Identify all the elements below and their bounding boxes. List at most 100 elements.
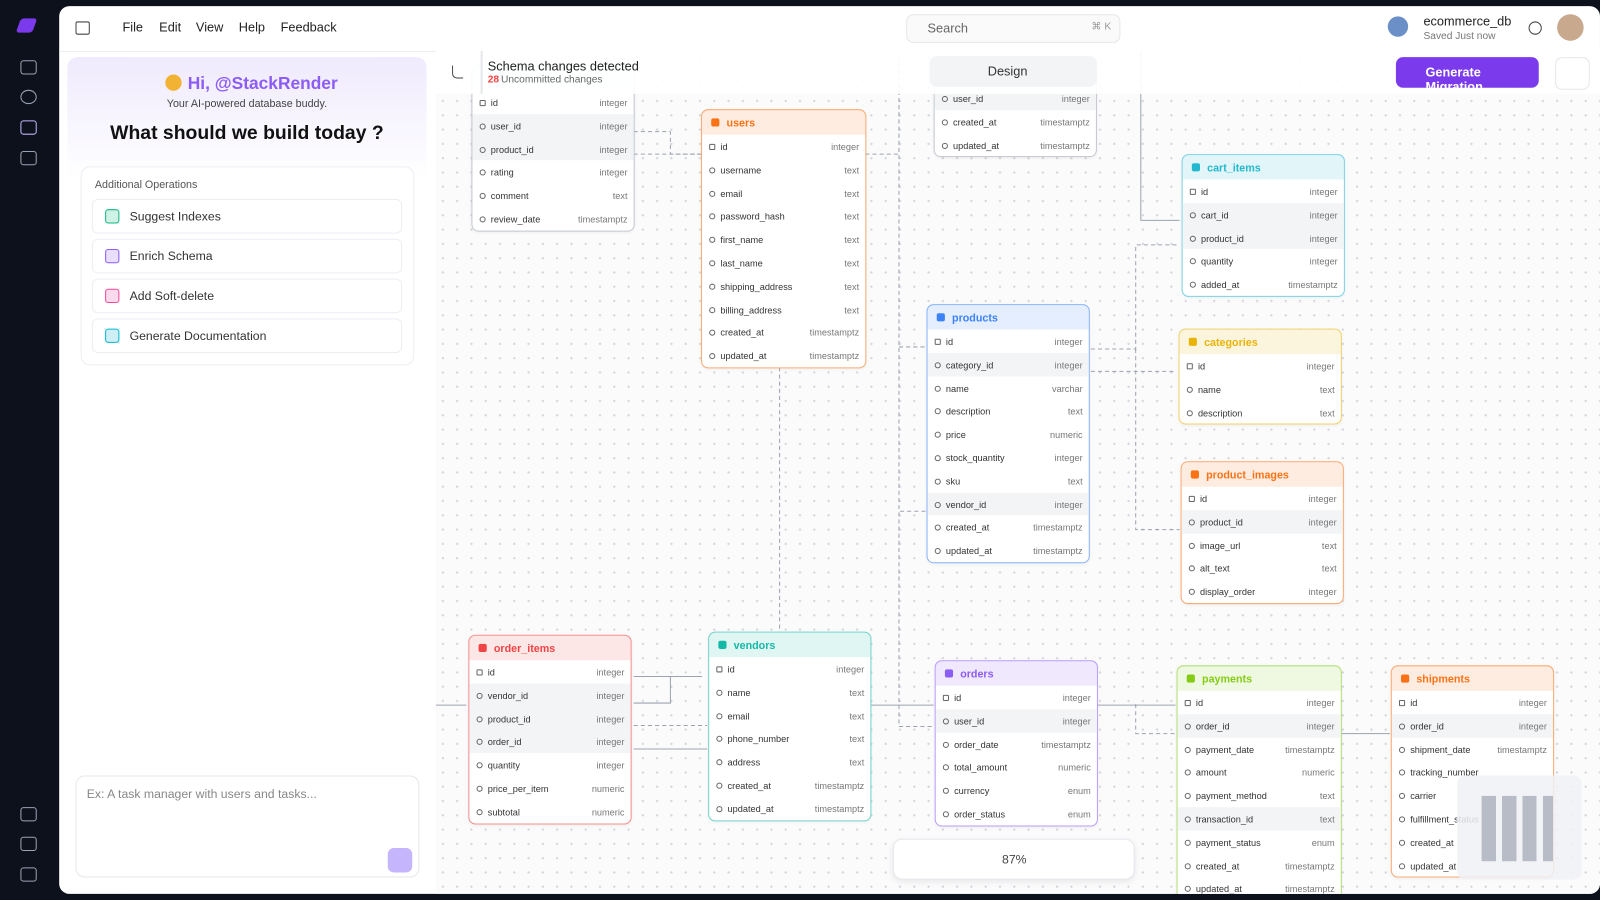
table-card[interactable]: product_images id integer product_id integer… [1180, 461, 1344, 605]
field-row: payment_status enum [1178, 830, 1341, 853]
field-row: user_id integer [935, 708, 1097, 733]
field-icon [934, 455, 941, 462]
field-icon [1184, 816, 1191, 823]
field-name: created_at [1195, 860, 1240, 871]
field-row: order_status enum [936, 802, 1097, 825]
table-name: users [726, 117, 756, 130]
menu-item[interactable]: View [195, 20, 224, 35]
table-card[interactable]: order_items id integer vendor_id integer prod… [468, 634, 632, 825]
divider [480, 51, 483, 94]
field-icon [716, 736, 723, 743]
table-header: order_items [469, 635, 631, 661]
field-icon [1398, 862, 1406, 869]
menu-item[interactable]: Feedback [280, 20, 337, 35]
operation-label: Generate Documentation [129, 328, 267, 343]
table-card[interactable]: orders id integer user_id integer order_date t… [934, 660, 1098, 827]
field-icon [479, 146, 486, 153]
table-card[interactable]: products id integer category_id integer name v… [926, 304, 1090, 564]
menu-item[interactable]: Edit [159, 20, 182, 35]
operation-button[interactable]: Enrich Schema [91, 238, 403, 274]
field-icon [1398, 816, 1406, 823]
field-row: name varchar [928, 376, 1089, 399]
field-icon [479, 123, 486, 130]
table-header: payments [1177, 666, 1341, 691]
field-icon [1184, 699, 1191, 707]
field-type: timestamptz [1033, 522, 1083, 534]
field-name: username [720, 165, 762, 176]
operation-button[interactable]: Generate Documentation [91, 318, 403, 354]
field-type: numeric [1302, 767, 1335, 778]
field-name: product_id [1199, 517, 1243, 528]
field-row: email text [702, 181, 865, 204]
field-type: timestamptz [814, 803, 865, 815]
sidebar-toggle[interactable] [75, 21, 90, 35]
table-card[interactable]: payments id integer order_id integer payment_… [1176, 665, 1342, 894]
field-row: billing_address text [702, 298, 865, 321]
table-card[interactable]: categories id integer name text description te… [1178, 328, 1342, 425]
theme-toggle[interactable] [1528, 21, 1542, 35]
field-icon [716, 689, 723, 696]
operations: Additional Operations Suggest Indexes Enr… [80, 166, 415, 366]
field-name: id [1199, 493, 1208, 505]
field-row: email text [709, 704, 870, 727]
menu-item[interactable]: Help [238, 20, 266, 35]
operation-button[interactable]: Suggest Indexes [91, 198, 403, 234]
field-name: id [720, 141, 728, 153]
design-toggle[interactable]: Design [929, 56, 1097, 87]
avatar[interactable] [1557, 14, 1584, 41]
nav-icon[interactable] [20, 867, 37, 882]
field-type: text [1321, 563, 1337, 574]
field-row: last_name text [702, 251, 865, 274]
operation-button[interactable]: Add Soft-delete [91, 278, 403, 314]
sidebar [0, 0, 60, 900]
nav-icon[interactable] [20, 120, 37, 135]
table-icon [1190, 470, 1199, 479]
field-icon [934, 362, 941, 369]
field-row: id integer [469, 660, 630, 683]
operation-label: Add Soft-delete [129, 288, 215, 304]
nav-icon[interactable] [20, 151, 37, 166]
field-icon [479, 193, 486, 200]
field-icon [941, 119, 948, 126]
nav-icon[interactable] [20, 836, 37, 852]
relation-line [633, 676, 671, 704]
field-icon [1186, 409, 1193, 416]
field-type: enum [1067, 785, 1091, 797]
field-name: created_at [1410, 837, 1454, 848]
field-icon [476, 785, 483, 792]
search-box[interactable]: Search ⌘ K [906, 14, 1121, 43]
logo [15, 18, 38, 33]
operation-icon [105, 248, 120, 264]
field-type: timestamptz [1288, 279, 1338, 290]
collapse-button[interactable] [1555, 57, 1590, 90]
field-type: integer [1308, 586, 1337, 598]
field-type: integer [1062, 692, 1091, 704]
prompt-input[interactable]: Ex: A task manager with users and tasks.… [75, 775, 420, 878]
field-icon [1188, 542, 1195, 549]
field-icon [1398, 839, 1406, 846]
field-type: integer [1309, 233, 1338, 244]
db-status: Saved Just now [1423, 30, 1496, 42]
field-icon [1188, 519, 1195, 526]
field-row: amount numeric [1178, 761, 1341, 784]
field-icon [1188, 495, 1195, 503]
nav-icon[interactable] [20, 60, 37, 75]
table-header: shipments [1391, 666, 1554, 691]
table-icon [711, 118, 720, 127]
changes-banner: Schema changes detected 28 Uncommitted c… [435, 51, 1600, 94]
nav-icon[interactable] [20, 89, 37, 105]
table-header: products [927, 305, 1089, 330]
field-name: id [727, 664, 735, 675]
table-card[interactable]: vendors id integer name text email text phone_n… [708, 631, 872, 821]
menu-item[interactable]: File [122, 20, 144, 35]
generate-migration[interactable]: Generate Migration [1395, 57, 1539, 94]
nav-icon[interactable] [20, 807, 37, 822]
send-button[interactable] [387, 847, 413, 873]
field-type: timestamptz [809, 327, 860, 339]
field-name: order_id [1195, 721, 1230, 732]
field-icon [476, 762, 483, 769]
field-row: added_at timestamptz [1183, 273, 1344, 296]
field-row: vendor_id integer [927, 492, 1089, 516]
table-card[interactable]: cart_items id integer cart_id integer product… [1181, 154, 1345, 297]
table-card[interactable]: users id integer username text email text passw… [701, 109, 867, 369]
